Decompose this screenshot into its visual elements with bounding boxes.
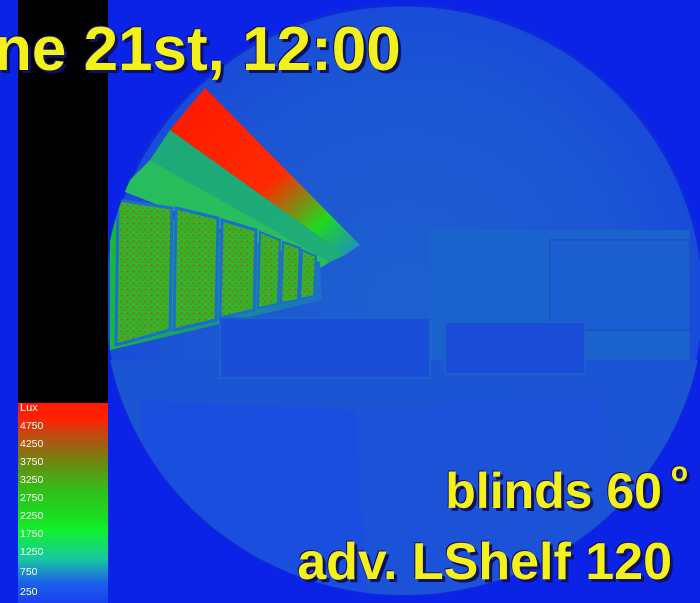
legend-tick: 2250 bbox=[20, 510, 44, 522]
window-pane bbox=[218, 218, 258, 320]
legend-tick: 250 bbox=[20, 586, 38, 598]
legend-tick: 2750 bbox=[20, 492, 44, 504]
desk bbox=[219, 317, 431, 379]
date-time-title: ne 21st, 12:00 bbox=[0, 15, 401, 84]
blinds-caption: blinds 60 o bbox=[445, 456, 688, 520]
legend-tick: 1250 bbox=[20, 546, 44, 558]
lux-legend: Lux 4750 4250 3750 3250 2750 2250 1750 1… bbox=[18, 0, 108, 603]
legend-unit-label: Lux bbox=[20, 402, 38, 414]
lux-color-scale bbox=[18, 403, 108, 603]
window-pane bbox=[172, 206, 220, 332]
legend-tick: 3750 bbox=[20, 456, 44, 468]
legend-backdrop bbox=[18, 0, 108, 403]
desk bbox=[444, 321, 586, 375]
window-pane bbox=[114, 198, 174, 347]
blinds-angle-text: blinds 60 bbox=[445, 463, 662, 519]
legend-tick: 4750 bbox=[20, 420, 44, 432]
back-wall-panel bbox=[549, 239, 691, 331]
ceiling-glow bbox=[150, 130, 345, 262]
light-shelf-caption: adv. LShelf 120 bbox=[297, 533, 672, 591]
light-shelf-beam bbox=[170, 88, 360, 255]
legend-tick: 3250 bbox=[20, 474, 44, 486]
window-pane bbox=[256, 230, 282, 310]
legend-tick: 1750 bbox=[20, 528, 44, 540]
legend-tick: 750 bbox=[20, 566, 38, 578]
window-pane bbox=[298, 248, 318, 301]
window-pane bbox=[279, 240, 302, 305]
legend-tick: 4250 bbox=[20, 438, 44, 450]
degree-symbol: o bbox=[670, 456, 688, 487]
